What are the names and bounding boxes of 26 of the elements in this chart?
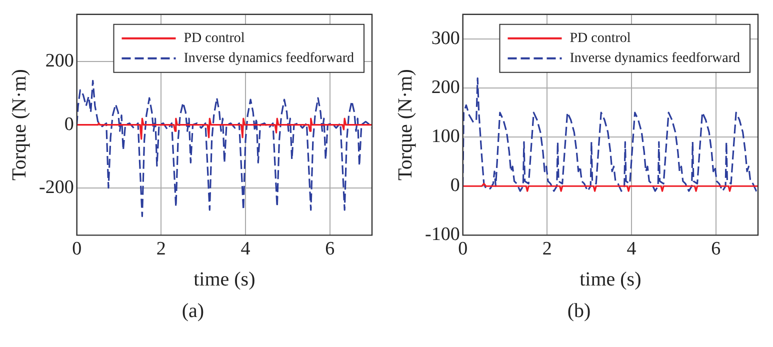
- x-axis-title: time (s): [194, 268, 256, 290]
- x-axis-title: time (s): [580, 268, 642, 290]
- y-axis-title: Torque (N·m): [8, 69, 30, 180]
- legend-label: Inverse dynamics feedforward: [184, 51, 354, 66]
- y-axis-title: Torque (N·m): [394, 69, 416, 180]
- legend-label: Inverse dynamics feedforward: [570, 51, 740, 66]
- legend-label: PD control: [184, 31, 245, 46]
- x-tick-label: 2: [542, 238, 552, 260]
- text: (b): [566, 300, 592, 323]
- y-tick-label: -100: [425, 224, 460, 246]
- line-series: [462, 77, 758, 192]
- y-tick-label: 0: [64, 114, 74, 135]
- legend-label: PD control: [570, 31, 631, 46]
- x-tick-label: 4: [240, 238, 251, 260]
- text: (a): [180, 300, 206, 323]
- y-tick-label: 100: [431, 126, 460, 148]
- x-tick-label: 2: [156, 238, 166, 260]
- y-tick-label: 200: [431, 76, 460, 98]
- y-tick-label: 0: [450, 175, 460, 196]
- y-tick-label: 200: [45, 50, 74, 72]
- line-series: [76, 80, 372, 218]
- y-tick-label: -200: [39, 176, 74, 198]
- x-tick-label: 6: [711, 238, 721, 260]
- y-tick-label: 300: [431, 28, 460, 49]
- x-tick-label: 4: [626, 238, 637, 260]
- x-tick-label: 6: [325, 238, 335, 260]
